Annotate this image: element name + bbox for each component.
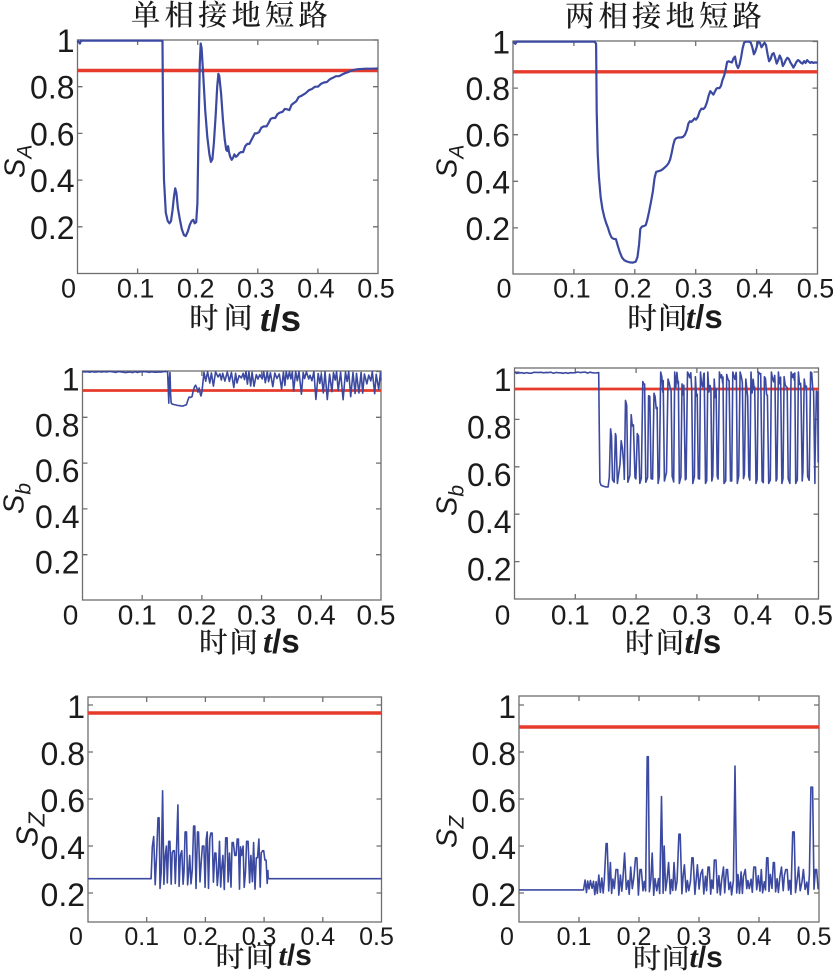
svg-text:0.5: 0.5: [357, 274, 395, 304]
svg-text:0.2: 0.2: [41, 877, 85, 913]
svg-text:0.2: 0.2: [614, 274, 652, 304]
svg-text:0.4: 0.4: [736, 274, 774, 304]
svg-text:0.2: 0.2: [30, 210, 74, 246]
svg-text:0.4: 0.4: [35, 499, 79, 535]
svg-text:0.6: 0.6: [466, 118, 510, 154]
svg-text:0.3: 0.3: [672, 600, 711, 631]
svg-text:0.3: 0.3: [675, 274, 713, 304]
svg-text:1: 1: [494, 362, 512, 398]
svg-text:1: 1: [62, 362, 80, 398]
svg-text:0.6: 0.6: [30, 116, 74, 152]
svg-text:0.4: 0.4: [297, 600, 336, 631]
svg-text:0.6: 0.6: [472, 783, 516, 819]
svg-text:0: 0: [496, 274, 511, 304]
svg-text:0.5: 0.5: [797, 923, 832, 951]
svg-text:0.1: 0.1: [117, 274, 155, 304]
svg-text:t/s: t/s: [279, 939, 312, 972]
svg-text:0.6: 0.6: [467, 457, 511, 493]
svg-text:0.2: 0.2: [183, 923, 218, 951]
svg-text:SA: SA: [0, 145, 37, 178]
svg-text:0.2: 0.2: [177, 274, 215, 304]
svg-text:0.2: 0.2: [472, 877, 516, 913]
svg-text:0.2: 0.2: [177, 600, 216, 631]
svg-text:0.4: 0.4: [297, 274, 335, 304]
svg-text:0.4: 0.4: [466, 164, 510, 200]
svg-text:0.8: 0.8: [472, 736, 516, 772]
svg-text:0.6: 0.6: [35, 453, 79, 489]
svg-text:0.6: 0.6: [41, 783, 85, 819]
svg-text:0.5: 0.5: [359, 923, 394, 951]
svg-text:0.4: 0.4: [472, 830, 516, 866]
svg-text:0: 0: [69, 923, 83, 951]
svg-text:1: 1: [492, 25, 510, 61]
svg-text:0.3: 0.3: [242, 923, 277, 951]
svg-text:0: 0: [61, 274, 76, 304]
svg-text:0.8: 0.8: [30, 70, 74, 106]
svg-text:0.2: 0.2: [617, 923, 652, 951]
svg-text:0.3: 0.3: [677, 923, 712, 951]
svg-text:0.8: 0.8: [466, 71, 510, 107]
svg-text:0.2: 0.2: [35, 545, 79, 581]
svg-text:0.1: 0.1: [557, 923, 592, 951]
svg-text:0: 0: [500, 923, 514, 951]
svg-text:0.1: 0.1: [553, 274, 591, 304]
svg-text:SZ: SZ: [432, 815, 469, 848]
svg-text:t/s: t/s: [686, 298, 723, 336]
svg-text:0.8: 0.8: [41, 736, 85, 772]
svg-text:0.4: 0.4: [733, 600, 772, 631]
svg-text:0.5: 0.5: [797, 274, 833, 304]
svg-text:0.4: 0.4: [467, 504, 511, 540]
svg-text:t/s: t/s: [685, 623, 722, 661]
svg-text:t/s: t/s: [263, 623, 300, 661]
svg-text:0.5: 0.5: [357, 600, 396, 631]
svg-text:0.4: 0.4: [41, 830, 85, 866]
svg-text:0.3: 0.3: [237, 274, 275, 304]
svg-text:0.2: 0.2: [467, 552, 511, 588]
svg-text:0.4: 0.4: [30, 163, 74, 199]
svg-text:1: 1: [67, 689, 85, 725]
svg-text:0.8: 0.8: [35, 407, 79, 443]
svg-text:0: 0: [495, 600, 511, 631]
svg-text:t/s: t/s: [690, 941, 723, 974]
svg-text:1: 1: [498, 689, 516, 725]
svg-text:t/s: t/s: [260, 298, 301, 340]
svg-text:0.1: 0.1: [118, 600, 157, 631]
svg-text:0.1: 0.1: [551, 600, 590, 631]
svg-text:0.2: 0.2: [466, 211, 510, 247]
svg-text:0.5: 0.5: [794, 600, 833, 631]
svg-text:0.4: 0.4: [300, 923, 335, 951]
svg-text:0.2: 0.2: [612, 600, 651, 631]
svg-text:0: 0: [63, 600, 79, 631]
svg-text:0.3: 0.3: [237, 600, 276, 631]
svg-text:0.8: 0.8: [467, 409, 511, 445]
svg-text:0.4: 0.4: [737, 923, 772, 951]
svg-text:0.1: 0.1: [124, 923, 159, 951]
svg-text:1: 1: [57, 23, 75, 59]
